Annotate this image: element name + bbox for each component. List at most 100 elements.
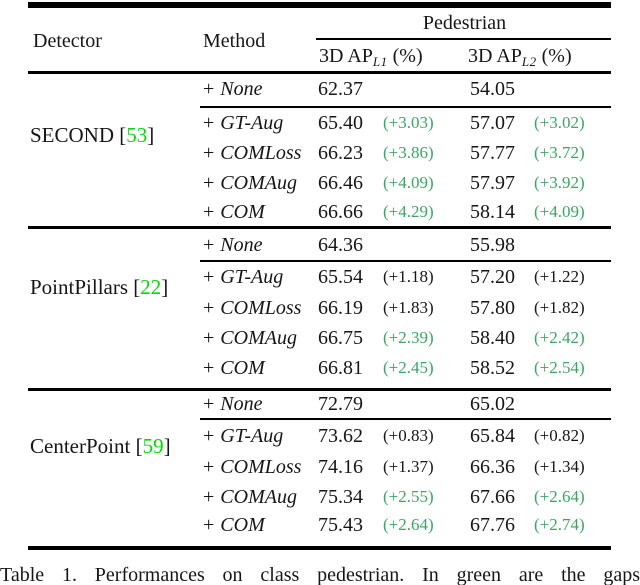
ap-l1-delta: (+1.37) <box>383 457 434 476</box>
detector-label-pointpillars: PointPillars [22] <box>30 275 168 299</box>
citation-bracket: ] <box>163 434 171 458</box>
ap-l1-delta: (+3.86) <box>383 143 434 162</box>
table-row: + None 72.79 65.02 <box>0 392 640 416</box>
top-rule <box>28 2 611 8</box>
ap-l1-value: 64.36 <box>318 234 363 256</box>
method-name: None <box>220 393 263 415</box>
method-prefix: + <box>203 266 215 288</box>
ap-l2-value: 66.36 <box>470 456 515 478</box>
ap-l1-value: 75.43 <box>318 514 363 536</box>
citation-ref: 59 <box>142 434 164 458</box>
method-cell: + COMAug <box>203 485 297 509</box>
table-row: + None 64.36 55.98 <box>0 233 640 257</box>
table-row: + COM 66.66 (+4.29) 58.14 (+4.09) <box>0 200 640 224</box>
ap-l1-value: 66.46 <box>318 172 363 194</box>
ap-l2-delta: (+2.64) <box>534 487 585 506</box>
method-name: GT-Aug <box>220 112 284 134</box>
ap-l2-delta: (+0.82) <box>534 426 585 445</box>
citation-ref: 53 <box>126 123 148 147</box>
ap-l2-value: 58.40 <box>470 327 515 349</box>
group-header-pedestrian: Pedestrian <box>422 12 507 34</box>
method-prefix: + <box>203 112 215 134</box>
method-name: COMAug <box>220 172 297 194</box>
block-separator-2 <box>28 388 611 391</box>
method-prefix: + <box>203 393 215 415</box>
method-prefix: + <box>203 142 215 164</box>
none-midrule-2 <box>200 260 611 262</box>
table-row: + COM 66.81 (+2.45) 58.52 (+2.54) <box>0 356 640 380</box>
ap-l2-value: 54.05 <box>470 78 515 100</box>
method-cell: + None <box>203 77 263 101</box>
table-caption: Table 1. Performances on class pedestria… <box>0 564 640 585</box>
method-prefix: + <box>203 327 215 349</box>
detector-name: CenterPoint <box>30 434 131 458</box>
method-cell: + COMLoss <box>203 141 301 165</box>
table-row: + COMAug 66.75 (+2.39) 58.40 (+2.42) <box>0 326 640 350</box>
ap-l2-delta: (+2.74) <box>534 515 585 534</box>
ap-l2-value: 67.66 <box>470 486 515 508</box>
method-prefix: + <box>203 456 215 478</box>
ap-l1-value: 75.34 <box>318 486 363 508</box>
ap-l1-value: 72.79 <box>318 393 363 415</box>
ap-l2-suffix: (%) <box>536 45 572 67</box>
ap-l1-value: 66.23 <box>318 142 363 164</box>
none-midrule-3 <box>200 418 611 420</box>
pedestrian-cmidrule <box>316 38 611 40</box>
table-row: + GT-Aug 65.54 (+1.18) 57.20 (+1.22) <box>0 265 640 289</box>
method-name: None <box>220 234 263 256</box>
method-cell: + COM <box>203 200 265 224</box>
method-name: COMLoss <box>220 456 302 478</box>
column-header-ap-l1: 3D APL1 (%) <box>319 44 423 69</box>
ap-l2-value: 67.76 <box>470 514 515 536</box>
citation-bracket: ] <box>147 123 155 147</box>
column-header-detector: Detector <box>33 30 102 52</box>
ap-l2-subscript: L2 <box>521 54 537 69</box>
table-row: + COM 75.43 (+2.64) 67.76 (+2.74) <box>0 513 640 537</box>
ap-l2-delta: (+3.02) <box>534 113 585 132</box>
ap-l2-value: 57.80 <box>470 297 515 319</box>
ap-l1-delta: (+1.83) <box>383 298 434 317</box>
method-name: COM <box>220 357 265 379</box>
method-prefix: + <box>203 201 215 223</box>
ap-l1-value: 73.62 <box>318 425 363 447</box>
method-prefix: + <box>203 514 215 536</box>
column-header-method: Method <box>203 30 266 52</box>
ap-l1-suffix: (%) <box>387 45 423 67</box>
method-prefix: + <box>203 234 215 256</box>
citation-bracket: [ <box>133 275 141 299</box>
ap-l1-delta: (+0.83) <box>383 426 434 445</box>
table-row: + COMAug 66.46 (+4.09) 57.97 (+3.92) <box>0 171 640 195</box>
method-prefix: + <box>203 297 215 319</box>
detector-label-centerpoint: CenterPoint [59] <box>30 434 171 458</box>
method-name: COMLoss <box>220 142 302 164</box>
ap-l2-delta: (+3.72) <box>534 143 585 162</box>
ap-l1-delta: (+4.29) <box>383 202 434 221</box>
table-row: + COMAug 75.34 (+2.55) 67.66 (+2.64) <box>0 485 640 509</box>
method-name: GT-Aug <box>220 425 284 447</box>
method-prefix: + <box>203 78 215 100</box>
method-cell: + GT-Aug <box>203 265 283 289</box>
method-prefix: + <box>203 357 215 379</box>
citation-bracket: ] <box>161 275 169 299</box>
table-row: + COMLoss 66.23 (+3.86) 57.77 (+3.72) <box>0 141 640 165</box>
table-row: + COMLoss 66.19 (+1.83) 57.80 (+1.82) <box>0 296 640 320</box>
detector-label-second: SECOND [53] <box>30 123 154 147</box>
none-midrule-1 <box>200 106 611 108</box>
bottom-rule <box>28 546 611 550</box>
ap-l2-value: 57.97 <box>470 172 515 194</box>
ap-l2-delta: (+2.54) <box>534 358 585 377</box>
ap-l2-delta: (+3.92) <box>534 173 585 192</box>
method-cell: + COM <box>203 513 265 537</box>
method-name: COM <box>220 514 265 536</box>
method-cell: + GT-Aug <box>203 424 283 448</box>
ap-l2-value: 57.77 <box>470 142 515 164</box>
ap-l1-value: 66.81 <box>318 357 363 379</box>
method-name: GT-Aug <box>220 266 284 288</box>
ap-l1-value: 62.37 <box>318 78 363 100</box>
ap-l2-value: 57.07 <box>470 112 515 134</box>
method-cell: + COM <box>203 356 265 380</box>
ap-l2-delta: (+1.22) <box>534 267 585 286</box>
column-header-ap-l2: 3D APL2 (%) <box>468 44 572 69</box>
ap-l2-value: 58.52 <box>470 357 515 379</box>
header-rule <box>28 71 611 74</box>
